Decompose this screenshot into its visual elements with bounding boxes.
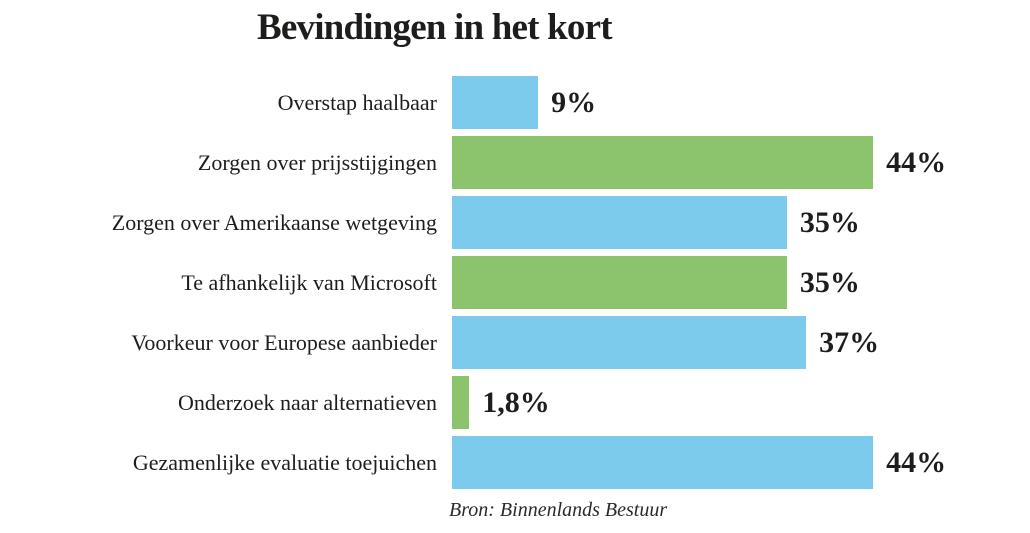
value-label: 35% xyxy=(799,265,860,299)
chart-row: Gezamenlijke evaluatie toejuichen 44% xyxy=(0,436,946,489)
bar-rows: Overstap haalbaar 9% Zorgen over prijsst… xyxy=(0,76,946,496)
chart-row: Overstap haalbaar 9% xyxy=(0,76,946,129)
chart-row: Voorkeur voor Europese aanbieder 37% xyxy=(0,316,946,369)
chart-row: Te afhankelijk van Microsoft 35% xyxy=(0,256,946,309)
category-label: Voorkeur voor Europese aanbieder xyxy=(131,329,437,355)
chart-title: Bevindingen in het kort xyxy=(257,7,613,48)
bar xyxy=(452,76,539,129)
category-label: Onderzoek naar alternatieven xyxy=(178,389,437,415)
value-label: 1,8% xyxy=(482,385,550,419)
category-label: Overstap haalbaar xyxy=(277,89,437,115)
source-caption: Bron: Binnenlands Bestuur xyxy=(449,499,668,521)
category-label: Zorgen over prijsstijgingen xyxy=(197,149,437,175)
bar xyxy=(452,376,470,429)
category-label: Te afhankelijk van Microsoft xyxy=(181,269,437,295)
value-label: 44% xyxy=(886,445,947,479)
chart-row: Zorgen over Amerikaanse wetgeving 35% xyxy=(0,196,946,249)
chart-row: Zorgen over prijsstijgingen 44% xyxy=(0,136,946,189)
category-label: Gezamenlijke evaluatie toejuichen xyxy=(132,449,437,475)
value-label: 37% xyxy=(819,325,880,359)
bar xyxy=(452,436,874,489)
value-label: 44% xyxy=(886,145,947,179)
bar xyxy=(452,136,874,189)
value-label: 35% xyxy=(799,205,860,239)
value-label: 9% xyxy=(551,85,597,119)
chart-row: Onderzoek naar alternatieven 1,8% xyxy=(0,376,946,429)
bar xyxy=(452,256,787,309)
bar xyxy=(452,316,807,369)
category-label: Zorgen over Amerikaanse wetgeving xyxy=(111,209,437,235)
bar xyxy=(452,196,787,249)
